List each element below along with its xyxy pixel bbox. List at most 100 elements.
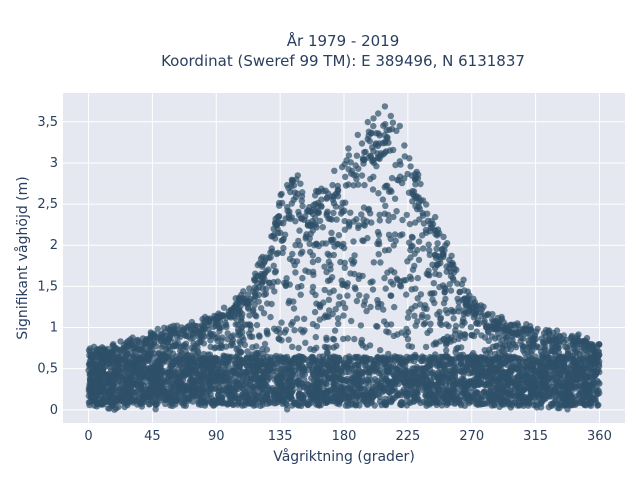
data-point xyxy=(323,334,330,341)
data-point xyxy=(279,249,286,256)
data-point xyxy=(253,286,260,293)
data-point xyxy=(234,355,241,363)
data-point xyxy=(302,339,309,346)
data-point xyxy=(317,395,325,403)
data-point xyxy=(574,341,581,349)
data-point xyxy=(405,309,412,316)
data-point xyxy=(405,370,412,377)
data-point xyxy=(116,386,124,394)
data-point xyxy=(239,394,247,401)
data-point xyxy=(195,377,202,384)
data-point xyxy=(328,354,335,361)
data-point xyxy=(393,275,401,282)
data-point xyxy=(342,173,349,180)
data-point xyxy=(409,242,416,250)
data-point xyxy=(237,308,244,315)
data-point xyxy=(436,283,443,291)
data-point xyxy=(311,308,319,316)
data-point xyxy=(137,346,145,353)
data-point xyxy=(284,207,291,214)
data-point xyxy=(312,333,319,341)
data-point xyxy=(299,189,306,196)
data-point xyxy=(493,398,500,405)
data-point xyxy=(335,320,342,327)
data-point xyxy=(218,337,225,344)
data-point xyxy=(272,399,280,407)
data-point xyxy=(285,336,292,343)
data-point xyxy=(399,216,406,224)
data-point xyxy=(424,329,431,337)
data-point xyxy=(255,298,262,305)
data-point xyxy=(530,376,537,383)
data-point xyxy=(307,345,314,353)
data-point xyxy=(188,318,196,326)
data-point xyxy=(376,155,383,163)
data-point xyxy=(291,261,298,269)
data-point xyxy=(407,399,414,407)
data-point xyxy=(355,370,362,378)
data-point xyxy=(127,372,135,379)
data-point xyxy=(369,158,376,165)
data-point xyxy=(442,306,449,314)
data-point xyxy=(246,330,253,337)
data-point xyxy=(272,268,279,275)
data-point xyxy=(375,110,382,117)
data-point xyxy=(289,177,296,185)
data-point xyxy=(487,394,494,401)
data-point xyxy=(409,365,416,372)
data-point xyxy=(362,148,369,156)
data-point xyxy=(224,378,231,385)
data-point xyxy=(280,244,287,252)
data-point xyxy=(468,332,475,339)
data-point xyxy=(238,318,245,325)
data-point xyxy=(341,259,348,266)
data-point xyxy=(138,398,145,405)
data-point xyxy=(296,373,304,380)
data-point xyxy=(331,167,338,174)
data-point xyxy=(501,395,509,402)
data-point xyxy=(420,220,428,227)
data-point xyxy=(536,365,544,372)
data-point xyxy=(525,340,533,347)
data-point xyxy=(398,401,405,409)
data-point xyxy=(426,251,433,259)
data-point xyxy=(293,315,301,322)
data-point xyxy=(285,393,292,400)
data-point xyxy=(481,317,488,325)
data-point xyxy=(261,340,269,348)
data-point xyxy=(361,222,368,229)
data-point xyxy=(195,348,202,355)
data-point xyxy=(536,377,543,384)
data-point xyxy=(252,350,260,357)
data-point xyxy=(409,266,417,273)
data-point xyxy=(358,211,365,218)
data-point xyxy=(439,354,447,362)
data-point xyxy=(343,375,351,383)
data-point xyxy=(409,188,416,195)
data-point xyxy=(497,354,504,362)
data-point xyxy=(299,202,306,210)
data-point xyxy=(437,314,445,321)
data-point xyxy=(374,240,381,247)
data-point xyxy=(384,211,392,219)
data-point xyxy=(353,152,361,159)
data-point xyxy=(407,163,414,170)
data-point xyxy=(499,373,507,380)
data-point xyxy=(520,335,527,342)
data-point xyxy=(330,344,337,351)
data-point xyxy=(403,211,410,219)
data-point xyxy=(580,389,587,396)
data-point xyxy=(395,391,402,398)
data-point xyxy=(354,131,361,139)
data-point xyxy=(305,388,312,395)
data-point xyxy=(300,368,308,375)
data-point xyxy=(273,250,280,258)
data-point xyxy=(405,342,412,350)
data-point xyxy=(341,281,349,289)
data-point xyxy=(430,280,437,287)
data-point xyxy=(351,270,358,278)
data-point xyxy=(309,258,317,266)
data-point xyxy=(339,199,346,206)
data-point xyxy=(367,210,374,217)
data-point xyxy=(433,340,440,348)
